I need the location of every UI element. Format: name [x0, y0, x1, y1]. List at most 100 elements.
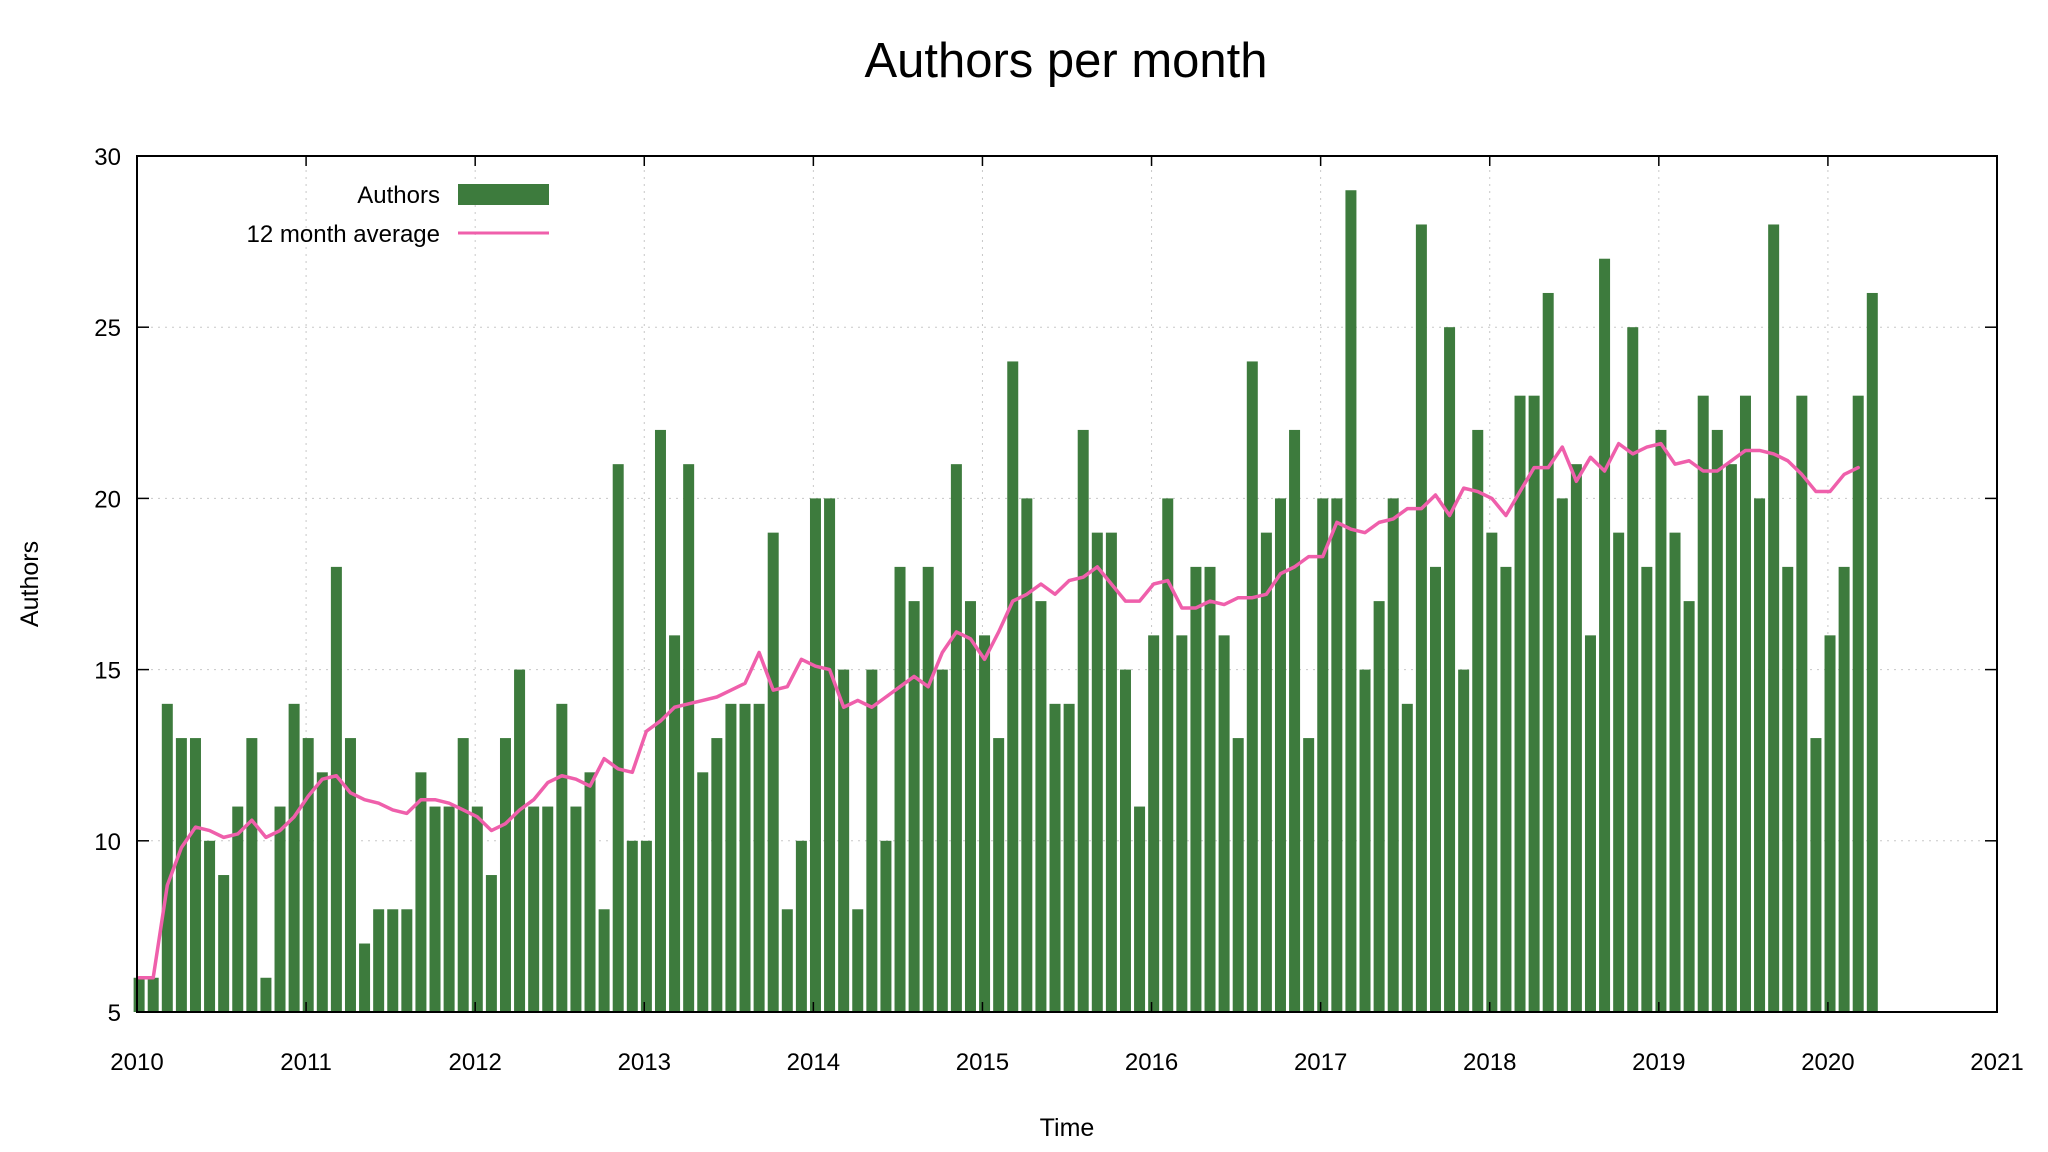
bar: [612, 464, 624, 1012]
bar: [1218, 635, 1230, 1012]
legend-label-average: 12 month average: [247, 221, 440, 248]
bar: [1204, 566, 1216, 1012]
bar: [894, 566, 906, 1012]
chart-title: Authors per month: [864, 34, 1267, 88]
bar: [246, 738, 258, 1012]
bar: [1232, 738, 1244, 1012]
x-tick-label: 2012: [448, 1049, 501, 1076]
bar: [542, 806, 554, 1012]
bar: [753, 703, 765, 1012]
bar: [1289, 429, 1301, 1012]
bar: [1373, 601, 1385, 1012]
y-tick-label: 25: [94, 315, 121, 342]
bar: [1655, 429, 1667, 1012]
bar: [598, 909, 610, 1012]
bar: [288, 703, 300, 1012]
bar: [993, 738, 1005, 1012]
bar: [1599, 258, 1611, 1013]
x-tick-label: 2011: [280, 1049, 332, 1076]
bar: [330, 566, 342, 1012]
bar: [1458, 669, 1470, 1012]
bar: [302, 738, 314, 1012]
bar: [1613, 532, 1625, 1012]
bar: [1444, 327, 1456, 1012]
y-axis-label: Authors: [16, 541, 44, 627]
bar: [344, 738, 356, 1012]
bar: [1514, 395, 1526, 1012]
bar: [260, 977, 272, 1012]
bar: [767, 532, 779, 1012]
bar: [1401, 703, 1413, 1012]
y-tick-label: 5: [108, 1000, 121, 1027]
bar: [1303, 738, 1315, 1012]
bar: [697, 772, 709, 1012]
bar: [669, 635, 681, 1012]
bar: [683, 464, 695, 1012]
bar: [1641, 566, 1653, 1012]
bar: [1049, 703, 1061, 1012]
bar: [1584, 635, 1596, 1012]
bar: [908, 601, 920, 1012]
y-tick-label: 20: [94, 486, 121, 513]
bar: [1838, 566, 1850, 1012]
bar: [1528, 395, 1540, 1012]
bar: [570, 806, 582, 1012]
bar: [809, 498, 821, 1012]
x-tick-label: 2021: [1970, 1049, 2023, 1076]
bar: [274, 806, 286, 1012]
bar: [133, 977, 145, 1012]
bar: [1105, 532, 1117, 1012]
bar: [204, 840, 216, 1012]
bar: [218, 875, 230, 1012]
bar: [1119, 669, 1131, 1012]
bar: [852, 909, 864, 1012]
bar: [514, 669, 526, 1012]
bar: [316, 772, 328, 1012]
bar: [1796, 395, 1808, 1012]
bar: [1866, 292, 1878, 1013]
bar: [1852, 395, 1864, 1012]
x-tick-label: 2018: [1463, 1049, 1516, 1076]
bar: [175, 738, 187, 1012]
bar: [1091, 532, 1103, 1012]
bar: [711, 738, 723, 1012]
bar: [725, 703, 737, 1012]
y-tick-label: 15: [94, 658, 121, 685]
bar: [1387, 498, 1399, 1012]
x-tick-labels: 2010 2011 2012 2013 2014 2015 2016 2017 2018 2019…: [110, 1049, 2023, 1076]
bar: [1021, 498, 1033, 1012]
bar: [415, 772, 427, 1012]
bar: [1824, 635, 1836, 1012]
bar: [1782, 566, 1794, 1012]
bar: [1683, 601, 1695, 1012]
bar: [499, 738, 511, 1012]
bar: [1035, 601, 1047, 1012]
bar: [838, 669, 850, 1012]
bar: [1162, 498, 1174, 1012]
bar: [1246, 361, 1258, 1012]
bar: [739, 703, 751, 1012]
bar: [359, 943, 371, 1012]
bar: [1627, 327, 1639, 1012]
x-tick-label: 2020: [1801, 1049, 1854, 1076]
bar: [1754, 498, 1766, 1012]
bar: [1486, 532, 1498, 1012]
bar: [1697, 395, 1709, 1012]
bar: [1331, 498, 1343, 1012]
bar: [880, 840, 892, 1012]
bar: [1570, 464, 1582, 1012]
bar: [979, 635, 991, 1012]
legend-swatch-authors: [458, 184, 549, 205]
bar: [1190, 566, 1202, 1012]
axis-ticks: [136, 155, 1998, 1013]
bar: [1429, 566, 1441, 1012]
bar: [824, 498, 836, 1012]
bar: [147, 977, 159, 1012]
x-tick-label: 2015: [956, 1049, 1009, 1076]
bar: [795, 840, 807, 1012]
bar: [1134, 806, 1146, 1012]
x-tick-label: 2016: [1125, 1049, 1178, 1076]
bar: [1063, 703, 1075, 1012]
bar: [471, 806, 483, 1012]
bar: [443, 806, 455, 1012]
